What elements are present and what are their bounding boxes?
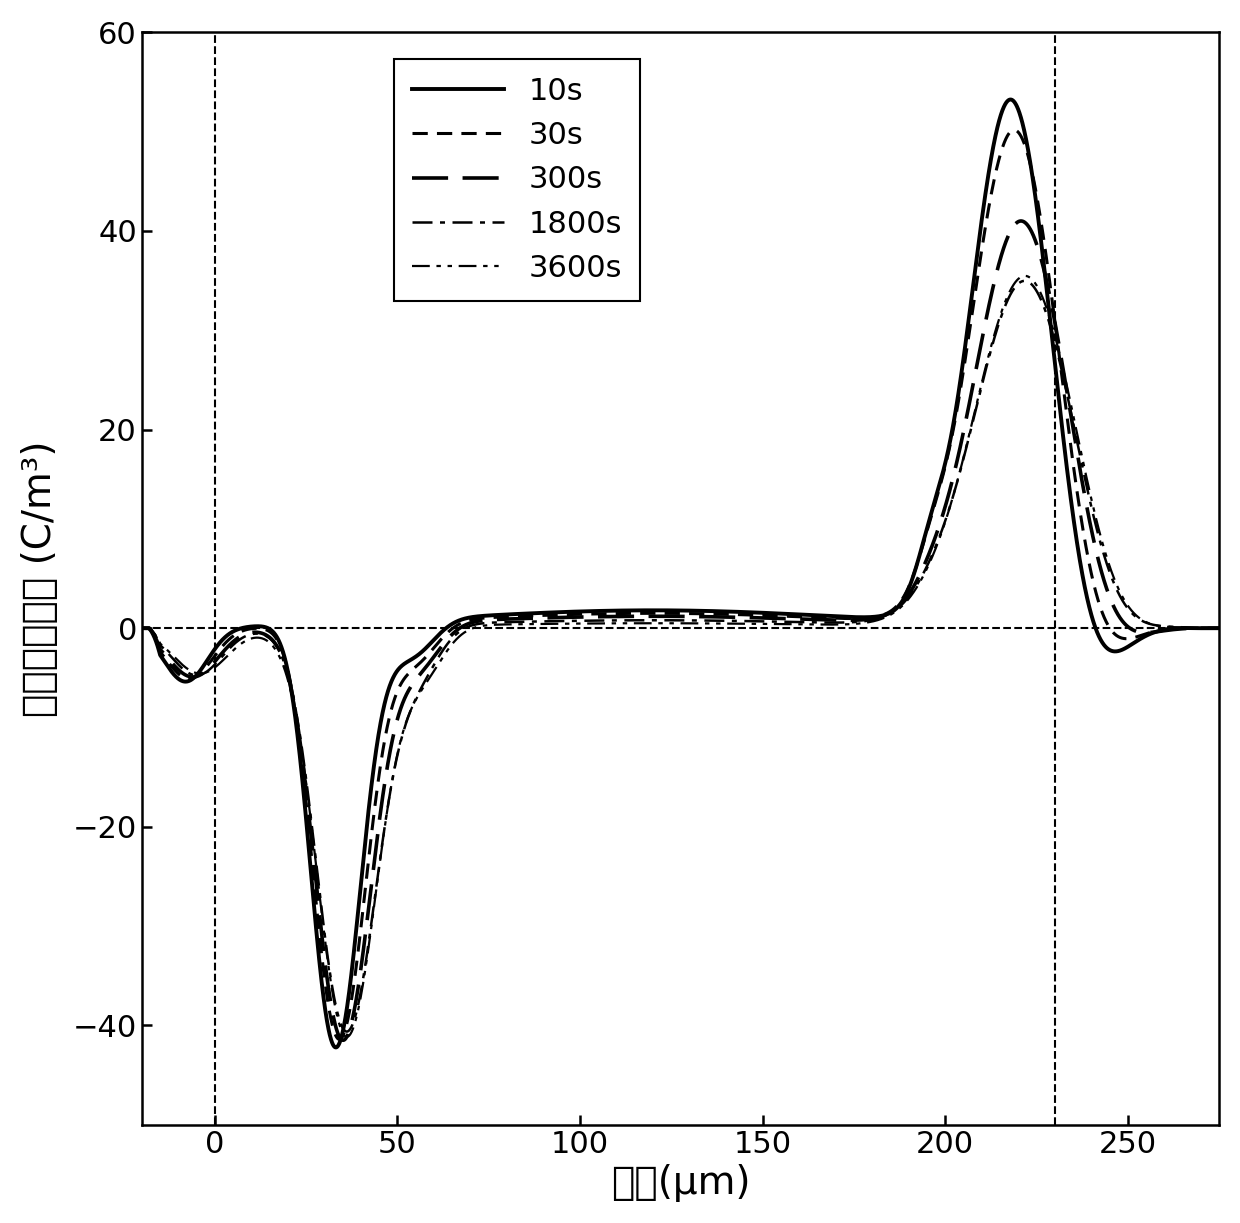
3600s (1021, 269, 1035, 284)
10s (939, 453, 954, 467)
1800s (1021, 274, 1035, 289)
1800s (836, 615, 851, 630)
30s (330, 1031, 345, 1046)
30s (939, 456, 954, 471)
Legend: 10s, 30s, 300s, 1800s, 3600s: 10s, 30s, 300s, 1800s, 3600s (394, 59, 640, 301)
3600s (547, 616, 562, 631)
3600s (134, 621, 149, 636)
10s (1003, 92, 1018, 106)
3600s (939, 512, 954, 527)
300s (547, 610, 562, 625)
X-axis label: 厚度(μm): 厚度(μm) (611, 1164, 750, 1202)
30s (836, 612, 851, 626)
1800s (1017, 274, 1032, 289)
10s (329, 1040, 343, 1054)
10s (330, 1038, 345, 1053)
10s (547, 605, 562, 620)
30s (781, 609, 796, 624)
3600s (340, 1030, 355, 1044)
Line: 30s: 30s (141, 130, 1219, 1040)
30s (134, 621, 149, 636)
3600s (781, 616, 796, 631)
300s (134, 621, 149, 636)
10s (1021, 142, 1035, 157)
300s (1013, 214, 1028, 229)
30s (332, 1032, 347, 1047)
3600s (330, 1010, 345, 1025)
10s (836, 609, 851, 624)
1800s (340, 1024, 355, 1038)
Line: 1800s: 1800s (141, 281, 1219, 1031)
1800s (547, 614, 562, 629)
30s (547, 608, 562, 623)
Line: 10s: 10s (141, 99, 1219, 1047)
10s (1211, 621, 1226, 636)
Line: 3600s: 3600s (141, 276, 1219, 1037)
300s (836, 613, 851, 627)
30s (1007, 122, 1022, 137)
30s (1021, 148, 1035, 163)
1800s (134, 621, 149, 636)
1800s (330, 1005, 345, 1020)
10s (134, 621, 149, 636)
300s (781, 612, 796, 626)
3600s (836, 618, 851, 632)
3600s (1018, 269, 1033, 284)
1800s (1211, 621, 1226, 636)
300s (939, 497, 954, 511)
Line: 300s: 300s (141, 221, 1219, 1041)
Y-axis label: 空间电荷密度 (C/m³): 空间电荷密度 (C/m³) (21, 440, 58, 717)
3600s (1211, 621, 1226, 636)
30s (1211, 621, 1226, 636)
1800s (781, 614, 796, 629)
1800s (939, 511, 954, 526)
10s (781, 607, 796, 621)
300s (330, 1025, 345, 1040)
300s (336, 1033, 351, 1048)
300s (1021, 219, 1035, 234)
300s (1211, 621, 1226, 636)
